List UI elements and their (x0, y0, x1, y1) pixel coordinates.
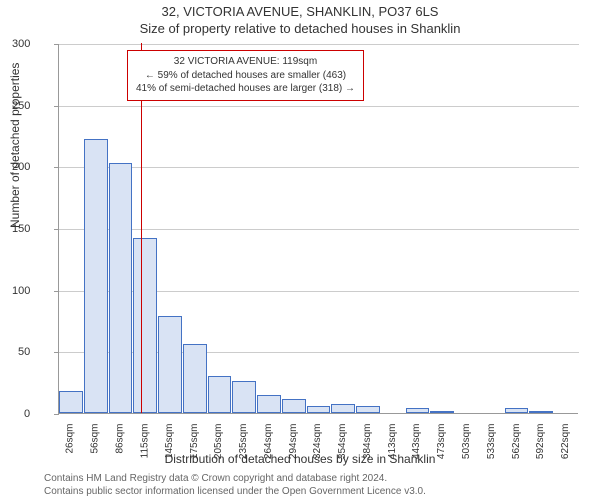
ytick-label: 200 (12, 161, 72, 173)
histogram-bar (406, 408, 430, 413)
gridline (59, 106, 579, 107)
histogram-bar (84, 139, 108, 413)
ytick-label: 300 (12, 38, 72, 50)
histogram-bar (505, 408, 529, 413)
histogram-bar (232, 381, 256, 413)
ytick-label: 250 (12, 100, 72, 112)
page-subtitle: Size of property relative to detached ho… (0, 19, 600, 36)
gridline (59, 167, 579, 168)
xtick-label: 56sqm (90, 424, 101, 454)
chart-area: 26sqm56sqm86sqm115sqm145sqm175sqm205sqm2… (58, 44, 578, 414)
gridline (59, 229, 579, 230)
x-axis-label: Distribution of detached houses by size … (0, 452, 600, 466)
ytick-label: 50 (18, 346, 72, 358)
annotation-line2: ← 59% of detached houses are smaller (46… (136, 69, 355, 83)
histogram-bar (133, 238, 157, 413)
histogram-bar (158, 316, 182, 413)
footer-credits: Contains HM Land Registry data © Crown c… (44, 472, 426, 498)
histogram-bar (282, 399, 306, 413)
histogram-bar (430, 411, 454, 413)
histogram-bar (257, 395, 281, 414)
y-axis-label: Number of detached properties (8, 63, 22, 228)
histogram-bar (183, 344, 207, 413)
xtick-label: 86sqm (114, 424, 125, 454)
plot-area: 26sqm56sqm86sqm115sqm145sqm175sqm205sqm2… (58, 44, 578, 414)
histogram-bar (331, 404, 355, 413)
footer-line2: Contains public sector information licen… (44, 485, 426, 498)
histogram-bar (307, 406, 331, 413)
annotation-line1: 32 VICTORIA AVENUE: 119sqm (136, 55, 355, 69)
histogram-bar (109, 163, 133, 413)
annotation-line3: 41% of semi-detached houses are larger (… (136, 82, 355, 96)
page-title: 32, VICTORIA AVENUE, SHANKLIN, PO37 6LS (0, 0, 600, 19)
histogram-bar (208, 376, 232, 413)
footer-line1: Contains HM Land Registry data © Crown c… (44, 472, 426, 485)
ytick-label: 100 (12, 285, 72, 297)
histogram-bar (529, 411, 553, 413)
gridline (59, 44, 579, 45)
histogram-bar (356, 406, 380, 413)
ytick-label: 150 (12, 223, 72, 235)
annotation-box: 32 VICTORIA AVENUE: 119sqm← 59% of detac… (127, 50, 364, 101)
xtick-label: 26sqm (65, 424, 76, 454)
ytick-label: 0 (24, 408, 72, 420)
